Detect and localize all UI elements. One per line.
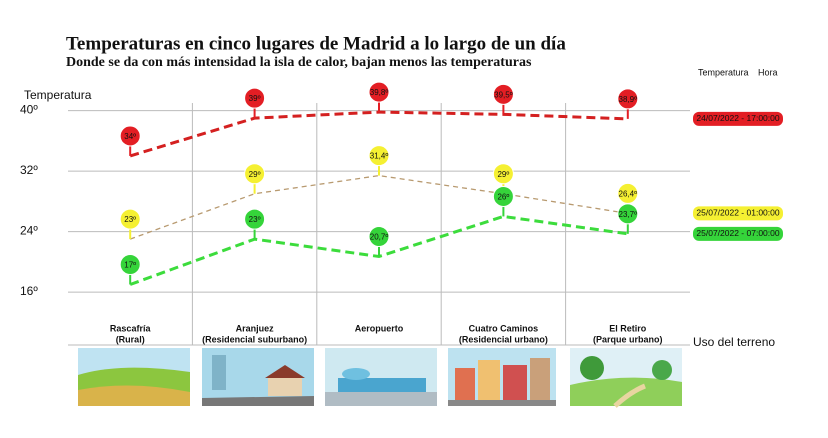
data-point [368,81,390,103]
illustrations [78,348,682,408]
legend-label: 24/07/2022 - 17:00:00 [696,113,779,123]
x-tick-sublabel: (Rural) [116,334,145,344]
data-label: 31,4º [370,152,389,161]
data-point [492,83,514,105]
data-point [368,145,390,167]
data-point [617,203,639,225]
legend-swatch [693,226,783,241]
x-axis-label: Uso del terreno [693,335,775,349]
data-point [244,163,266,185]
data-label: 23º [124,215,136,224]
illustration-park [570,348,682,408]
data-label: 34º [124,132,136,141]
data-point [119,208,141,230]
legend-swatch [693,111,783,126]
illustration-rural [78,348,190,406]
data-label: 23º [249,215,261,224]
data-label: 29º [497,170,509,179]
data-label: 26º [497,193,509,202]
x-tick-sublabel: (Residencial suburbano) [202,334,307,344]
data-point [617,88,639,110]
data-label: 39,5º [494,90,513,99]
illustration-urban [448,348,556,406]
data-label: 38,9º [619,95,638,104]
data-point [492,163,514,185]
data-label: 20,7º [370,233,389,242]
data-label: 17º [124,261,136,270]
legend-swatch [693,206,783,221]
illustration-airport [325,348,437,406]
chart-subtitle: Donde se da con más intensidad la isla d… [66,55,532,70]
data-point [119,125,141,147]
chart-title: Temperaturas en cinco lugares de Madrid … [66,33,566,54]
data-point [492,185,514,207]
x-tick-label: Rascafría [110,323,152,333]
legend-label: 25/07/2022 - 07:00:00 [696,228,779,238]
illustration-suburban [202,348,314,406]
data-label: 26,4º [619,190,638,199]
y-tick-label: 40º [20,103,38,117]
legend-label: 25/07/2022 - 01:00:00 [696,208,779,218]
data-label: 39,8º [370,88,389,97]
x-tick-sublabel: (Residencial urbano) [459,334,548,344]
data-label: 39º [249,94,261,103]
y-tick-label: 32º [20,163,38,177]
legend-header: Temperatura [698,67,749,77]
data-label: 23,7º [619,210,638,219]
x-tick-label: Aranjuez [236,323,275,333]
y-axis-label: Temperatura [24,88,92,102]
data-point [119,254,141,275]
x-tick-label: Cuatro Caminos [469,323,539,333]
series-line [129,174,628,240]
y-tick-label: 16º [20,284,38,298]
x-tick-sublabel: (Parque urbano) [593,334,663,344]
data-point [244,208,266,230]
x-tick-label: Aeropuerto [355,323,404,333]
y-tick-label: 24º [20,224,38,238]
legend-header: Hora [758,67,778,77]
data-point [244,87,266,109]
data-label: 29º [249,170,261,179]
series-line [129,214,629,286]
x-tick-label: El Retiro [609,323,647,333]
data-point [368,226,390,248]
